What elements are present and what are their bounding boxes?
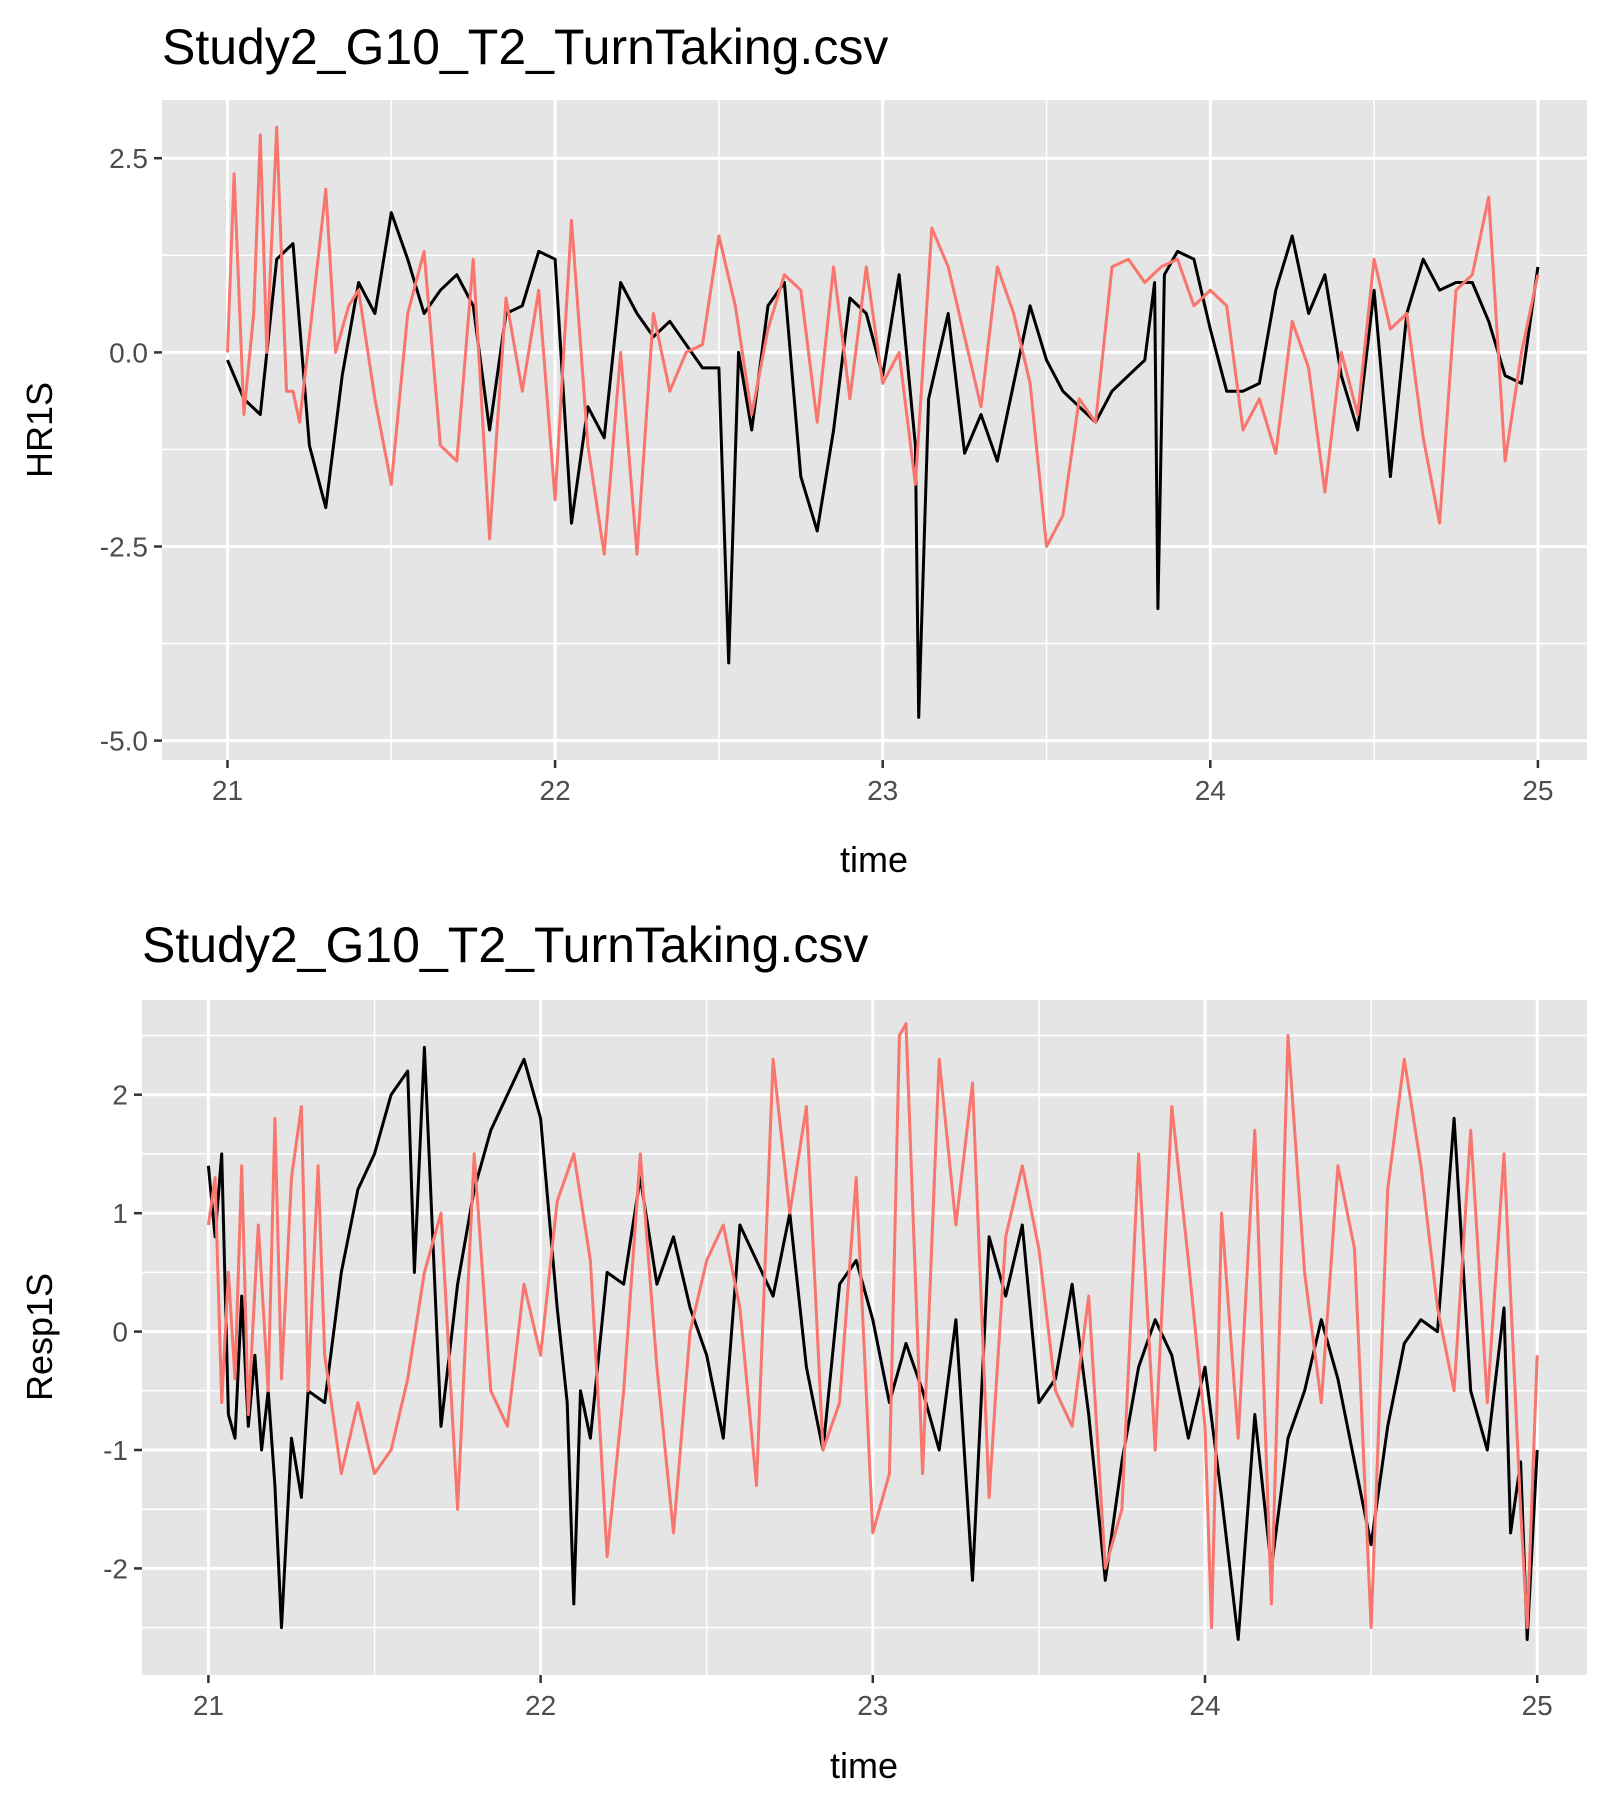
x-tick-label: 25 (1522, 1690, 1553, 1721)
y-tick-label: -1 (103, 1435, 128, 1466)
x-axis-title: time (840, 839, 908, 880)
x-tick-label: 24 (1189, 1690, 1220, 1721)
x-tick-label: 24 (1195, 775, 1226, 806)
x-axis-title: time (830, 1745, 898, 1786)
y-tick-label: 2.5 (109, 143, 148, 174)
y-axis-title: Resp1S (19, 1273, 60, 1401)
series-line-1 (206, 1045, 1539, 1641)
x-tick-label: 25 (1522, 775, 1553, 806)
x-tick-label: 23 (867, 775, 898, 806)
y-tick-label: 0 (112, 1317, 128, 1348)
y-tick-label: 2 (112, 1080, 128, 1111)
x-tick-label: 22 (525, 1690, 556, 1721)
y-tick-label: -5.0 (100, 726, 148, 757)
y-axis-title: HR1S (19, 382, 60, 478)
y-tick-label: 0.0 (109, 337, 148, 368)
chart-title: Study2_G10_T2_TurnTaking.csv (162, 19, 888, 75)
plot-content: 21 22 23 24 25 -5.0 -2.5 0.0 2.5 (100, 100, 1587, 806)
x-tick-label: 23 (857, 1690, 888, 1721)
x-tick-label: 21 (212, 775, 243, 806)
series-line-2 (226, 125, 1540, 556)
plot-content: 21 22 23 24 25 -2 -1 0 1 2 (103, 1000, 1587, 1721)
x-tick-label: 21 (193, 1690, 224, 1721)
chart-title: Study2_G10_T2_TurnTaking.csv (142, 917, 868, 973)
y-tick-label: 1 (112, 1198, 128, 1229)
chart-panel-hr1s: Study2_G10_T2_TurnTaking.csv 21 22 23 24 25 -… (19, 19, 1587, 880)
y-tick-label: -2 (103, 1553, 128, 1584)
series-line-2 (206, 1022, 1539, 1630)
y-tick-label: -2.5 (100, 532, 148, 563)
chart-panel-resp1s: Study2_G10_T2_TurnTaking.csv 21 22 23 24 25-… (19, 917, 1587, 1786)
plot-background (162, 100, 1587, 760)
series-line-1 (226, 211, 1540, 719)
x-tick-label: 22 (540, 775, 571, 806)
